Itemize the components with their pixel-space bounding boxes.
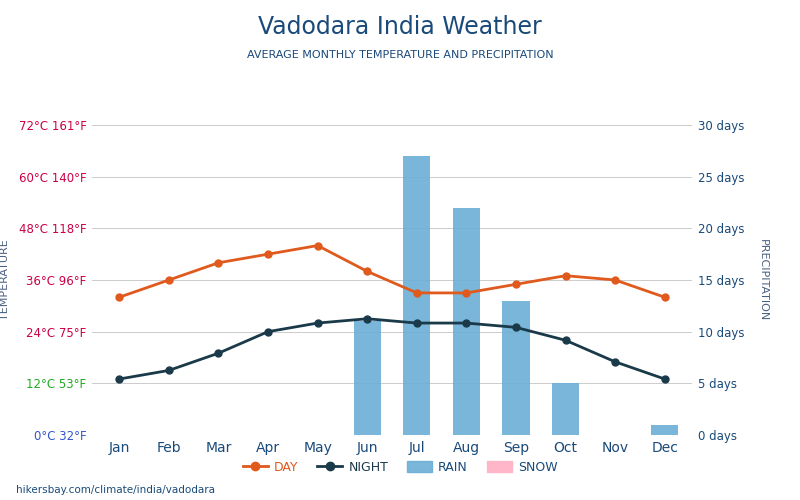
- Bar: [453, 208, 480, 435]
- Bar: [651, 424, 678, 435]
- Text: hikersbay.com/climate/india/vadodara: hikersbay.com/climate/india/vadodara: [16, 485, 215, 495]
- Text: AVERAGE MONTHLY TEMPERATURE AND PRECIPITATION: AVERAGE MONTHLY TEMPERATURE AND PRECIPIT…: [246, 50, 554, 60]
- Bar: [502, 300, 530, 435]
- Y-axis label: PRECIPITATION: PRECIPITATION: [758, 239, 768, 321]
- Bar: [552, 384, 579, 435]
- Y-axis label: TEMPERATURE: TEMPERATURE: [0, 240, 10, 320]
- Legend: DAY, NIGHT, RAIN, SNOW: DAY, NIGHT, RAIN, SNOW: [238, 456, 562, 479]
- Bar: [354, 322, 381, 435]
- Bar: [403, 156, 430, 435]
- Text: Vadodara India Weather: Vadodara India Weather: [258, 15, 542, 39]
